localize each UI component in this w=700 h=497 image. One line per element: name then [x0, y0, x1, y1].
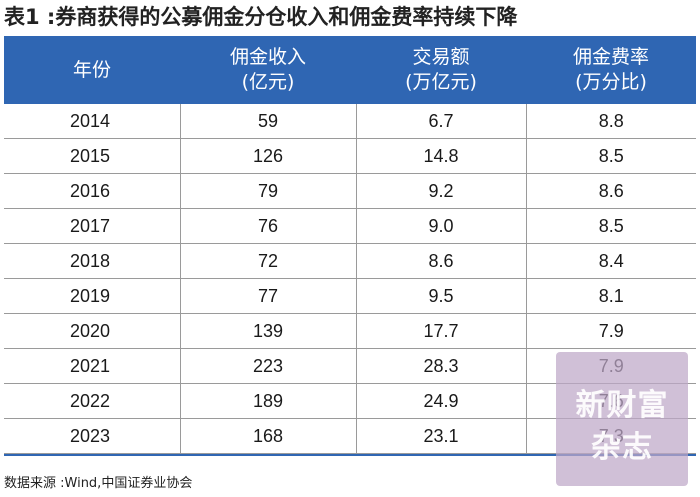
cell-year: 2015 [4, 138, 180, 174]
cell-commission-income: 126 [179, 138, 356, 174]
cell-year: 2022 [4, 383, 180, 419]
cell-trading-volume: 28.3 [355, 348, 526, 384]
table-row: 2017 76 9.0 8.5 [4, 208, 696, 244]
header-trading-volume-unit: (万亿元) [405, 71, 477, 93]
header-commission-income-label: 佣金收入 [229, 46, 306, 68]
cell-commission-rate: 8.8 [525, 104, 696, 139]
cell-year: 2019 [4, 278, 180, 314]
header-year: 年份 [4, 36, 180, 104]
commission-table: 年份 佣金收入 (亿元) 交易额 (万亿元) 佣金费率 (万分比) 2014 [4, 36, 696, 454]
cell-commission-income: 59 [179, 104, 356, 139]
cell-year: 2014 [4, 104, 180, 139]
watermark-line-2: 杂志 [591, 430, 653, 465]
cell-trading-volume: 8.6 [355, 243, 526, 279]
table-row: 2018 72 8.6 8.4 [4, 243, 696, 279]
cell-commission-income: 76 [179, 208, 356, 244]
header-row: 年份 佣金收入 (亿元) 交易额 (万亿元) 佣金费率 (万分比) [4, 36, 696, 104]
header-trading-volume-label: 交易额 [412, 46, 470, 68]
header-commission-rate: 佣金费率 (万分比) [526, 36, 696, 104]
cell-commission-income: 77 [179, 278, 356, 314]
cell-commission-income: 168 [179, 418, 356, 454]
cell-year: 2017 [4, 208, 180, 244]
table-row: 2023 168 23.1 7.3 [4, 418, 696, 454]
cell-trading-volume: 23.1 [355, 418, 526, 454]
cell-trading-volume: 9.0 [355, 208, 526, 244]
data-source-note: 数据来源 :Wind,中国证券业协会 [4, 476, 193, 491]
cell-year: 2023 [4, 418, 180, 454]
table-bottom-rule [4, 454, 696, 456]
table-body: 2014 59 6.7 8.8 2015 126 14.8 8.5 2016 7… [4, 104, 696, 454]
cell-commission-income: 223 [179, 348, 356, 384]
publication-watermark: 新财富 杂志 [556, 352, 688, 486]
data-table-container: 年份 佣金收入 (亿元) 交易额 (万亿元) 佣金费率 (万分比) 2014 [4, 36, 696, 456]
cell-trading-volume: 9.5 [355, 278, 526, 314]
table-row: 2015 126 14.8 8.5 [4, 138, 696, 174]
header-commission-rate-label: 佣金费率 [572, 46, 649, 68]
cell-trading-volume: 9.2 [355, 173, 526, 209]
cell-commission-rate: 8.6 [525, 173, 696, 209]
watermark-line-1: 新财富 [575, 388, 669, 423]
header-commission-income: 佣金收入 (亿元) [180, 36, 356, 104]
table-header: 年份 佣金收入 (亿元) 交易额 (万亿元) 佣金费率 (万分比) [4, 36, 696, 104]
cell-commission-rate: 8.5 [525, 138, 696, 174]
header-commission-rate-unit: (万分比) [575, 71, 647, 93]
cell-commission-rate: 8.1 [525, 278, 696, 314]
table-row: 2014 59 6.7 8.8 [4, 104, 696, 139]
cell-year: 2016 [4, 173, 180, 209]
cell-commission-rate: 8.4 [525, 243, 696, 279]
header-trading-volume: 交易额 (万亿元) [356, 36, 526, 104]
table-row: 2019 77 9.5 8.1 [4, 278, 696, 314]
header-commission-income-unit: (亿元) [241, 71, 295, 93]
cell-trading-volume: 24.9 [355, 383, 526, 419]
table-row: 2020 139 17.7 7.9 [4, 313, 696, 349]
cell-year: 2018 [4, 243, 180, 279]
table-row: 2022 189 24.9 7.6 [4, 383, 696, 419]
header-year-label: 年份 [72, 58, 111, 81]
cell-commission-income: 189 [179, 383, 356, 419]
cell-trading-volume: 17.7 [355, 313, 526, 349]
table-row: 2016 79 9.2 8.6 [4, 173, 696, 209]
cell-commission-income: 139 [179, 313, 356, 349]
cell-trading-volume: 6.7 [355, 104, 526, 139]
cell-commission-rate: 7.9 [525, 313, 696, 349]
cell-year: 2020 [4, 313, 180, 349]
cell-commission-rate: 8.5 [525, 208, 696, 244]
table-title: 表1 :券商获得的公募佣金分仓收入和佣金费率持续下降 [4, 5, 518, 29]
cell-year: 2021 [4, 348, 180, 384]
cell-trading-volume: 14.8 [355, 138, 526, 174]
cell-commission-income: 79 [179, 173, 356, 209]
cell-commission-income: 72 [179, 243, 356, 279]
